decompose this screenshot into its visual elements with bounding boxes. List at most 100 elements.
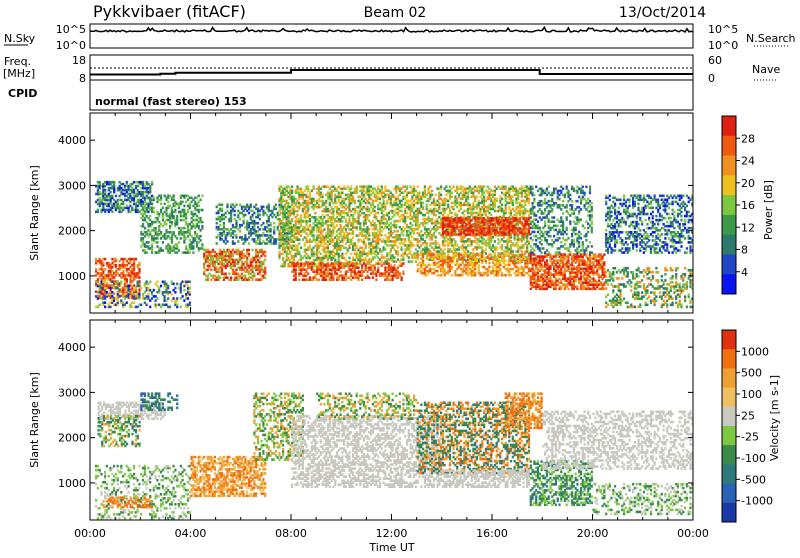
heat-cell [433,198,435,201]
heat-cell [234,242,236,245]
heat-cell [133,301,135,304]
heat-cell [397,246,399,249]
heat-cell [248,253,250,256]
heat-cell [174,287,176,290]
heat-cell [160,231,162,234]
heat-cell [115,258,117,261]
heat-cell [341,192,343,195]
heat-cell [201,195,203,198]
heat-cell [165,223,167,226]
heat-cell [178,249,180,252]
heat-cell [243,249,245,252]
heat-cell [210,269,212,272]
heat-cell [424,185,426,188]
heat-cell [226,204,228,207]
heat-cell [153,197,155,200]
heat-cell [374,206,376,209]
heat-cell [286,234,288,237]
heat-cell [167,201,169,204]
heat-cell [156,297,158,300]
heat-cell [169,306,171,309]
heat-cell [115,264,117,267]
heat-cell [264,276,266,279]
heat-cell [182,201,184,204]
heat-cell [113,292,115,295]
heat-cell [501,244,503,247]
heat-cell [173,215,175,218]
heat-cell [485,248,487,251]
heat-cell [234,210,236,213]
heat-cell [368,238,370,241]
heat-cell [216,242,218,245]
heat-cell [401,276,403,279]
heat-cell [155,227,157,230]
heat-cell [287,202,289,205]
heat-cell [126,181,128,184]
freq-unit: [MHz] [3,67,35,80]
heat-cell [102,183,104,186]
heat-cell [189,251,191,254]
heat-cell [415,260,417,263]
nsky-series [90,27,693,32]
heat-cell [264,259,266,262]
station-title: Pykkvibaer (fitACF) [93,2,246,21]
nsky-tick-high: 10^5 [56,23,86,36]
heat-cell [255,204,257,207]
nsky-panel: N.Sky 10^5 10^0 10^5 10^0 N.Search [4,23,796,52]
heat-cell [368,276,370,279]
heat-cell [359,222,361,225]
heat-cell [512,250,514,253]
heat-cell [173,195,175,198]
heat-cell [307,272,309,275]
heat-cell [253,273,255,276]
heat-cell [356,262,358,265]
heat-cell [273,222,275,225]
heat-cell [180,306,182,309]
heat-cell [142,195,144,198]
heat-cell [118,289,120,292]
heat-cell [341,253,343,256]
heat-cell [393,256,395,259]
heat-cell [104,306,106,309]
heat-cell [198,195,200,198]
heat-cell [494,252,496,255]
heat-cell [99,181,101,184]
heat-cell [147,241,149,244]
heat-cell [300,214,302,217]
heat-cell [173,231,175,234]
heat-cell [99,268,101,271]
heat-cell [111,281,113,284]
heat-cell [298,242,300,245]
heat-cell [128,285,130,288]
heat-cell [135,297,137,300]
heat-cell [151,243,153,246]
heat-cell [483,185,485,188]
heat-cell [119,274,121,277]
heat-cell [244,214,246,217]
heat-cell [104,189,106,192]
heat-cell [176,237,178,240]
date-title: 13/Oct/2014 [619,5,706,21]
heat-cell [200,235,202,238]
heat-cell [173,283,175,286]
heat-cell [384,185,386,188]
heat-cell [377,266,379,269]
heat-cell [146,251,148,254]
heat-cell [106,291,108,294]
heat-cell [219,276,221,279]
heat-cell [225,273,227,276]
heat-cell [298,278,300,281]
heat-cell [164,203,166,206]
heat-cell [153,207,155,210]
heat-cell [104,268,106,271]
heat-cell [120,281,122,284]
heat-cell [365,242,367,245]
heat-cell [422,202,424,205]
heat-cell [270,228,272,231]
heat-cell [192,251,194,254]
heat-cell [97,209,99,212]
nave-tick-low: 0 [708,72,715,85]
heat-cell [151,203,153,206]
heat-cell [483,196,485,199]
heat-cell [144,227,146,230]
